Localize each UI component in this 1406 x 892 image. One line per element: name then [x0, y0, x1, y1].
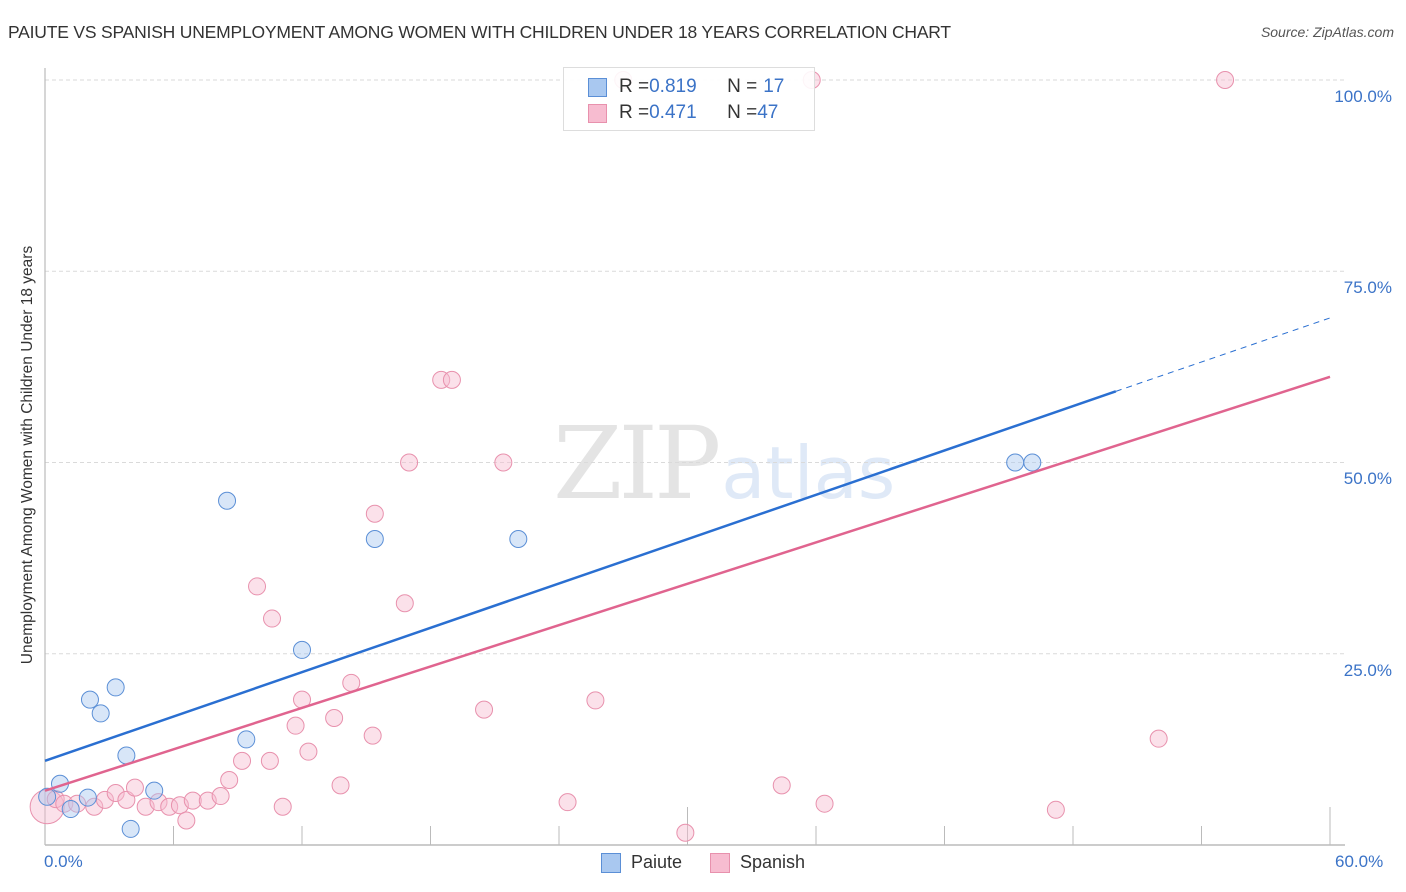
r-value: 0.819 [649, 76, 697, 97]
n-label: N = [727, 76, 758, 97]
paiute-point [61, 800, 80, 819]
series-legend: Paiute Spanish [0, 852, 1406, 873]
paiute-point [121, 819, 140, 838]
spanish-point [365, 504, 384, 523]
paiute-point [78, 788, 97, 807]
paiute-point [91, 704, 110, 723]
paiute-point [38, 787, 57, 806]
spanish-point [183, 791, 202, 810]
spanish-point [299, 742, 318, 761]
spanish-point [211, 787, 230, 806]
paiute-point [293, 640, 311, 659]
spanish-point [248, 577, 267, 596]
spanish-point [1149, 729, 1168, 748]
n-value: 17 [763, 76, 785, 97]
spanish-point [395, 594, 414, 613]
watermark-zip: ZIP [553, 405, 721, 522]
spanish-point [85, 797, 104, 816]
trendlines [44, 317, 1331, 792]
watermark: ZIPatlas [553, 405, 895, 522]
spanish-point [331, 776, 350, 795]
paiute-point [237, 730, 256, 749]
r-label: R = [619, 76, 650, 97]
spanish-point [442, 370, 461, 389]
spanish-point [772, 776, 791, 795]
paiute-swatch [588, 77, 607, 97]
paiute-point [1006, 453, 1025, 472]
paiute-point [218, 491, 237, 510]
source-label: Source: ZipAtlas.com [1260, 24, 1394, 40]
x-tick-60: 60.0% [1335, 852, 1384, 871]
spanish-point [233, 751, 252, 770]
axes [44, 68, 1345, 846]
chart-title: PAIUTE VS SPANISH UNEMPLOYMENT AMONG WOM… [8, 22, 951, 42]
paiute-point [509, 530, 528, 548]
spanish-point [325, 709, 344, 728]
r-label: R = [619, 102, 650, 123]
spanish-swatch [588, 103, 607, 123]
paiute-trendline [44, 390, 1117, 763]
spanish-point [149, 793, 168, 812]
gridlines [45, 79, 1345, 655]
spanish-point [363, 726, 382, 745]
n-label: N = [727, 102, 758, 123]
spanish-point [432, 370, 451, 389]
paiute-swatch [600, 852, 621, 873]
legend-label-paiute: Paiute [630, 852, 682, 872]
spanish-point [676, 823, 695, 842]
spanish-point [342, 673, 361, 692]
spanish-points [29, 71, 1235, 842]
y-axis-label: Unemployment Among Women with Children U… [19, 245, 36, 665]
spanish-point [106, 783, 125, 802]
spanish-point [177, 811, 196, 830]
n-value: 47 [757, 102, 779, 123]
y-tick-75: 75.0% [1343, 278, 1392, 297]
legend-label-spanish: Spanish [739, 852, 806, 872]
paiute-points [38, 453, 1042, 838]
spanish-point [263, 609, 282, 628]
paiute-point [80, 690, 99, 709]
y-tick-100: 100.0% [1334, 87, 1392, 106]
spanish-swatch [709, 852, 730, 873]
watermark-atlas: atlas [721, 431, 896, 515]
spanish-point [1046, 800, 1065, 819]
x-tick-0: 0.0% [44, 852, 83, 871]
legend-item-paiute[interactable]: Paiute [600, 852, 682, 873]
paiute-point [365, 530, 384, 548]
paiute-point [106, 678, 125, 697]
legend-row-paiute: R = 0.819 N = 17 [588, 76, 784, 98]
spanish-point [286, 716, 305, 735]
spanish-point [558, 793, 577, 812]
spanish-point [400, 453, 419, 472]
correlation-legend: R = 0.819 N = 17 R = 0.471 N = 47 [563, 67, 815, 131]
spanish-point [273, 797, 292, 816]
spanish-point [586, 691, 605, 710]
paiute-trendline-extension [1115, 317, 1331, 392]
spanish-trendline [44, 375, 1331, 792]
legend-row-spanish: R = 0.471 N = 47 [588, 102, 778, 124]
spanish-point [260, 751, 279, 770]
spanish-point [475, 700, 494, 719]
spanish-point [815, 794, 834, 813]
r-value: 0.471 [649, 102, 697, 123]
paiute-point [145, 781, 164, 800]
legend-item-spanish[interactable]: Spanish [709, 852, 806, 873]
spanish-point [220, 770, 239, 789]
spanish-point [125, 778, 144, 797]
spanish-point [1216, 71, 1235, 89]
paiute-point [1023, 453, 1042, 472]
y-tick-25: 25.0% [1343, 661, 1392, 680]
spanish-point [117, 790, 136, 809]
spanish-point [494, 453, 513, 472]
y-tick-50: 50.0% [1343, 469, 1392, 488]
